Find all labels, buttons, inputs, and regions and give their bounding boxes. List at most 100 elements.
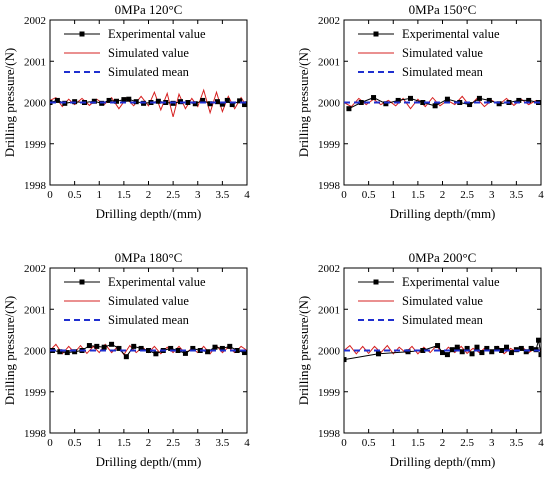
y-tick-label: 2001 xyxy=(24,304,46,316)
legend-label: Simulated mean xyxy=(108,65,190,79)
experimental-point xyxy=(94,343,100,349)
y-tick-label: 2000 xyxy=(318,346,341,358)
chart-panel-4: 0MPa 200°C 1998 1999 2000 2001 2002 0 0.5 1 1.5 2 2… xyxy=(296,250,544,469)
experimental-point xyxy=(123,354,129,360)
experimental-point xyxy=(54,97,60,103)
experimental-point xyxy=(371,95,377,101)
experimental-point xyxy=(205,349,211,355)
series-group xyxy=(344,337,541,363)
y-tick-label: 2001 xyxy=(318,56,340,68)
experimental-point xyxy=(536,337,541,343)
series-group xyxy=(50,88,247,118)
experimental-point xyxy=(109,341,115,347)
experimental-point xyxy=(185,100,191,105)
experimental-point xyxy=(464,345,470,351)
x-tick-label: 2.5 xyxy=(166,437,180,449)
legend-marker-experimental xyxy=(79,31,85,37)
experimental-point xyxy=(479,350,485,356)
y-tick-label: 2002 xyxy=(318,15,340,27)
experimental-point xyxy=(131,343,137,349)
experimental-point xyxy=(219,345,225,351)
experimental-point xyxy=(200,97,206,103)
experimental-point xyxy=(153,351,159,357)
experimental-point xyxy=(518,345,524,351)
y-tick-label: 1998 xyxy=(24,180,47,192)
x-tick-label: 2 xyxy=(440,189,446,201)
experimental-point xyxy=(395,97,401,103)
chart-title: 0MPa 180°C xyxy=(115,250,183,265)
experimental-point xyxy=(244,101,247,107)
experimental-point xyxy=(508,350,514,356)
legend-label: Experimental value xyxy=(402,275,500,289)
experimental-point xyxy=(106,97,112,103)
experimental-point xyxy=(523,349,529,355)
experimental-point xyxy=(405,349,411,355)
x-tick-label: 4 xyxy=(538,437,544,449)
experimental-point xyxy=(435,343,441,349)
y-axis-label: Drilling pressure/(N) xyxy=(2,48,17,157)
experimental-point xyxy=(486,97,492,103)
experimental-point xyxy=(526,97,532,103)
experimental-point xyxy=(133,99,139,105)
legend: Experimental value Simulated value Simulat… xyxy=(358,275,500,327)
experimental-point xyxy=(375,351,381,357)
x-tick-label: 3 xyxy=(489,189,495,201)
legend: Experimental value Simulated value Simulat… xyxy=(64,275,206,327)
x-tick-label: 1 xyxy=(391,437,397,449)
x-axis-label: Drilling depth/(mm) xyxy=(390,206,496,221)
x-tick-label: 3 xyxy=(195,189,201,201)
chart-panel-1: 0MPa 120°C 1998 1999 2000 2001 2002 0 0.5 1 1.5 2 2… xyxy=(2,2,250,221)
y-tick-label: 2002 xyxy=(24,15,46,27)
y-axis-label: Drilling pressure/(N) xyxy=(2,296,17,405)
x-tick-label: 3.5 xyxy=(510,189,524,201)
x-tick-label: 3.5 xyxy=(216,437,230,449)
experimental-point xyxy=(516,97,522,103)
x-tick-label: 0 xyxy=(341,437,347,449)
series-group xyxy=(50,341,247,360)
x-tick-label: 0.5 xyxy=(362,189,376,201)
experimental-point xyxy=(237,98,243,104)
y-tick-label: 1999 xyxy=(318,139,341,151)
legend-label: Simulated mean xyxy=(402,65,484,79)
x-axis-label: Drilling depth/(mm) xyxy=(96,454,202,469)
x-tick-label: 2 xyxy=(146,189,152,201)
chart-panel-2: 0MPa 150°C 1998 1999 2000 2001 2002 0 0.5 1 1.5 2 2… xyxy=(296,2,544,221)
experimental-point xyxy=(444,96,450,102)
experimental-point xyxy=(444,352,450,358)
x-tick-label: 2 xyxy=(440,437,446,449)
experimental-point xyxy=(454,344,460,350)
y-axis-label: Drilling pressure/(N) xyxy=(296,48,311,157)
experimental-point xyxy=(504,344,510,350)
simulated-value-line xyxy=(50,88,247,118)
experimental-point xyxy=(207,101,213,107)
y-tick-label: 1999 xyxy=(318,387,341,399)
experimental-point xyxy=(101,344,107,350)
legend: Experimental value Simulated value Simulat… xyxy=(358,27,500,79)
legend-marker-experimental xyxy=(79,279,85,285)
legend-label: Simulated value xyxy=(108,46,189,60)
experimental-point xyxy=(219,101,225,107)
experimental-point xyxy=(57,349,63,355)
legend-label: Simulated value xyxy=(402,46,483,60)
experimental-point xyxy=(383,101,389,107)
legend-label: Simulated value xyxy=(402,294,483,308)
x-tick-label: 1.5 xyxy=(411,437,425,449)
experimental-point xyxy=(86,343,92,349)
experimental-point xyxy=(420,100,426,105)
x-tick-label: 1.5 xyxy=(117,437,131,449)
experimental-point xyxy=(175,348,181,353)
experimental-point xyxy=(126,96,132,102)
legend-marker-experimental xyxy=(373,31,379,37)
y-tick-label: 2001 xyxy=(24,56,46,68)
experimental-point xyxy=(346,106,352,112)
legend-label: Experimental value xyxy=(402,27,500,41)
y-axis-label: Drilling pressure/(N) xyxy=(296,296,311,405)
experimental-point xyxy=(489,349,495,355)
x-tick-label: 4 xyxy=(538,189,544,201)
experimental-point xyxy=(146,348,151,353)
x-tick-label: 2.5 xyxy=(460,189,474,201)
experimental-point xyxy=(64,350,70,356)
experimental-point xyxy=(229,102,235,108)
y-tick-label: 2001 xyxy=(318,304,340,316)
experimental-point xyxy=(449,347,455,353)
